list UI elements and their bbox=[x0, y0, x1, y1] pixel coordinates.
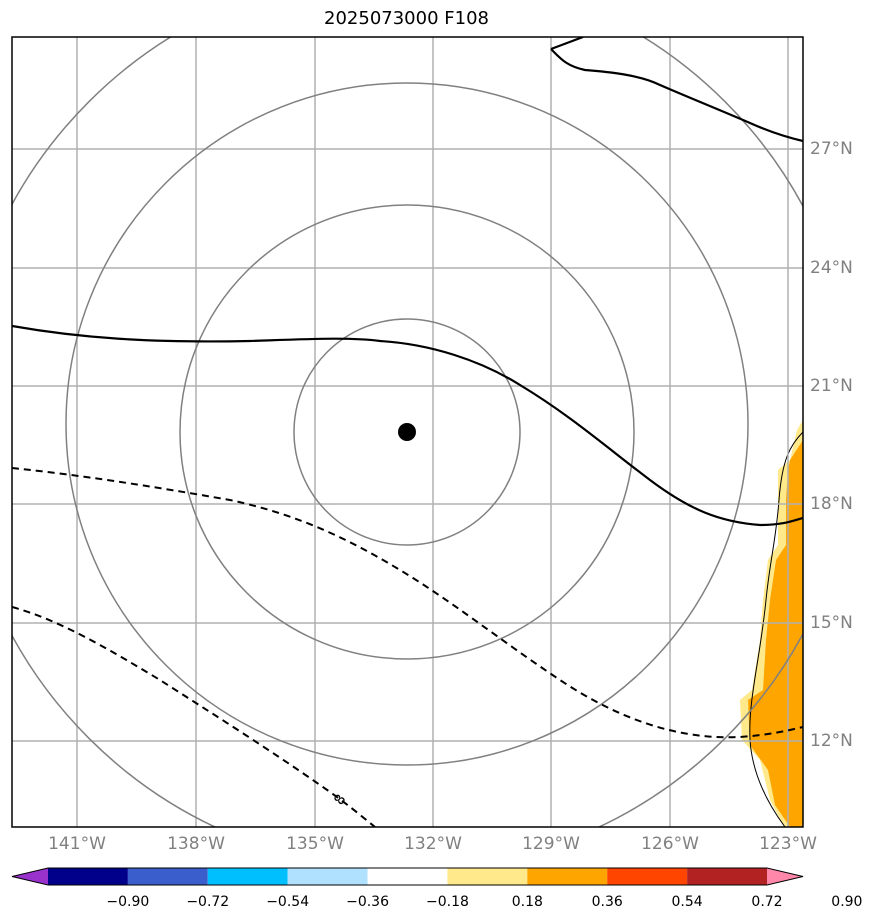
colorbar-bin bbox=[48, 868, 128, 885]
dashed-contour-lower bbox=[12, 606, 376, 827]
solid-contour-middle bbox=[12, 324, 803, 527]
grid-lines bbox=[12, 37, 803, 827]
longitude-tick-label: 132°W bbox=[404, 834, 462, 854]
latitude-tick-label: 15°N bbox=[810, 613, 853, 633]
solid-contour-north bbox=[550, 37, 803, 143]
shade-mid-region bbox=[748, 440, 803, 827]
map-title: 2025073000 F108 bbox=[324, 8, 489, 29]
range-ring-4 bbox=[12, 37, 803, 827]
colorbar bbox=[11, 867, 804, 886]
latitude-tick-label: 21°N bbox=[810, 376, 853, 396]
storm-center-marker bbox=[398, 423, 416, 441]
latitude-tick-label: 27°N bbox=[810, 139, 853, 159]
dashed-contour-upper bbox=[12, 467, 803, 739]
colorbar-tick-label: 0.54 bbox=[671, 894, 703, 910]
colorbar-tick-label: 0.72 bbox=[751, 894, 783, 910]
colorbar-outline bbox=[11, 867, 804, 886]
solid-contours bbox=[12, 37, 803, 527]
longitude-tick-label: 135°W bbox=[286, 834, 344, 854]
colorbar-bin bbox=[12, 868, 48, 885]
colorbar-bin bbox=[127, 868, 208, 885]
range-rings bbox=[12, 37, 803, 827]
colorbar-tick-label: −0.54 bbox=[266, 894, 310, 910]
colorbar-bin bbox=[767, 868, 803, 885]
range-ring-2 bbox=[179, 204, 635, 660]
colorbar-tick-label: −0.90 bbox=[106, 894, 150, 910]
colorbar-tick-label: −0.72 bbox=[186, 894, 230, 910]
colorbar-bin bbox=[687, 868, 767, 885]
longitude-tick-label: 141°W bbox=[48, 834, 106, 854]
contour-label: 8 bbox=[331, 792, 349, 808]
colorbar-tick-label: 0.18 bbox=[511, 894, 543, 910]
latitude-tick-label: 18°N bbox=[810, 494, 853, 514]
longitude-tick-label: 138°W bbox=[167, 834, 225, 854]
longitude-tick-label: 129°W bbox=[522, 834, 580, 854]
latitude-tick-label: 12°N bbox=[810, 731, 853, 751]
colorbar-tick-label: 0.36 bbox=[591, 894, 623, 910]
range-ring-1 bbox=[293, 318, 521, 546]
longitude-tick-label: 123°W bbox=[759, 834, 817, 854]
colorbar-tick-label: −0.36 bbox=[346, 894, 389, 910]
coastline bbox=[749, 431, 803, 827]
map-frame bbox=[11, 36, 804, 828]
colorbar-bin bbox=[607, 868, 688, 885]
colorbar-bin bbox=[287, 868, 368, 885]
colorbar-tick-label: −0.18 bbox=[425, 894, 469, 910]
latitude-tick-label: 24°N bbox=[810, 258, 853, 278]
colorbar-bin bbox=[447, 868, 528, 885]
colorbar-bin bbox=[527, 868, 608, 885]
range-ring-3 bbox=[65, 82, 749, 766]
colorbar-bin bbox=[207, 868, 288, 885]
colorbar-tick-label: 0.90 bbox=[831, 894, 863, 910]
colorbar-bin bbox=[367, 868, 448, 885]
longitude-tick-label: 126°W bbox=[641, 834, 699, 854]
dashed-contours bbox=[12, 467, 803, 827]
